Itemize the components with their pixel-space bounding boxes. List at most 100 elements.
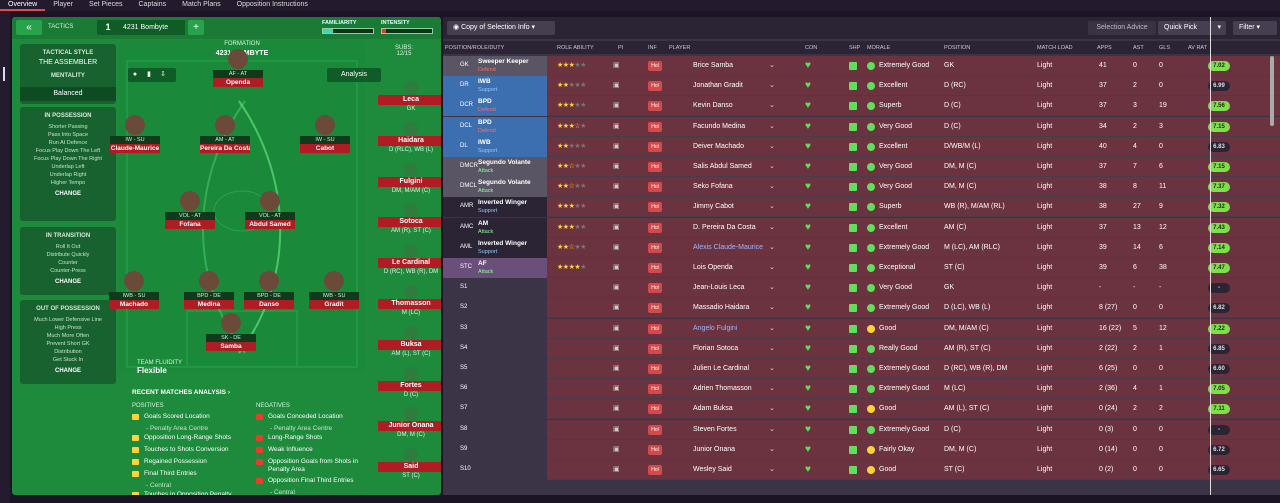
- player-role[interactable]: IW - SU: [110, 136, 160, 144]
- player-name[interactable]: Machado: [109, 300, 159, 309]
- chevron-down-icon[interactable]: ⌄: [769, 466, 775, 473]
- pi-icon[interactable]: ▣: [613, 223, 620, 231]
- position-role-cell[interactable]: S10: [443, 460, 547, 480]
- player-name[interactable]: Brice Samba: [693, 62, 734, 69]
- tab-1[interactable]: Player: [53, 1, 74, 8]
- player-role[interactable]: BPD - DE: [244, 292, 294, 300]
- pitch-player[interactable]: SK - DE Samba: [206, 313, 256, 351]
- chevron-down-icon[interactable]: ⌄: [769, 264, 775, 271]
- sub-name[interactable]: Buksa: [378, 339, 441, 350]
- player-role[interactable]: IWB - SU: [109, 292, 159, 300]
- table-row[interactable]: AML Inverted Winger Support ★★☆★★ ▣ Hol Alexis…: [443, 237, 1280, 258]
- tab-5[interactable]: Opposition Instructions: [236, 1, 308, 8]
- position-role-cell[interactable]: DMCR Segundo Volante Attack: [443, 157, 547, 177]
- position-role-cell[interactable]: S7: [443, 399, 547, 420]
- table-row[interactable]: DR IWB Support ★★★★★ ▣ Hol Jonathan Gradit ⌄ ♥ Ex…: [443, 76, 1280, 97]
- sub-name[interactable]: Fortes: [378, 380, 441, 391]
- pitch-player[interactable]: VOL - AT Abdul Samed: [245, 191, 295, 229]
- position-role-cell[interactable]: S3: [443, 318, 547, 339]
- position-role-cell[interactable]: DMCL Segundo Volante Attack: [443, 177, 547, 198]
- player-name[interactable]: Steven Fortes: [693, 425, 737, 433]
- chevron-down-icon[interactable]: ⌄: [769, 142, 775, 150]
- player-name[interactable]: Samba: [206, 342, 256, 351]
- sub-name[interactable]: Junior Onana: [378, 421, 441, 432]
- pitch-player[interactable]: BPD - DE Medina: [184, 271, 234, 309]
- table-row[interactable]: S5 ▣ Hol Julien Le Cardinal ⌄ ♥ Extremely Good…: [443, 359, 1280, 379]
- position-role-cell[interactable]: DL IWB Support: [443, 136, 547, 157]
- pi-icon[interactable]: ▣: [613, 183, 620, 191]
- player-name[interactable]: Alexis Claude-Maurice: [693, 243, 764, 251]
- player-name[interactable]: Claude-Maurice: [110, 144, 160, 153]
- pi-icon[interactable]: ▣: [613, 405, 620, 413]
- position-role-cell[interactable]: S2: [443, 298, 547, 319]
- position-role-cell[interactable]: STC AF Attack: [443, 258, 547, 278]
- in-possession-change-button[interactable]: CHANGE: [54, 191, 81, 197]
- player-name[interactable]: Jimmy Cabot: [693, 203, 734, 211]
- view-dropdown[interactable]: ◉ Copy of Selection Info ▾: [447, 21, 555, 35]
- pitch-player[interactable]: AF - AT Openda: [213, 49, 263, 87]
- chevron-down-icon[interactable]: ⌄: [769, 243, 775, 251]
- column-header[interactable]: INF: [648, 45, 657, 51]
- column-header[interactable]: SHP: [849, 45, 861, 51]
- pi-icon[interactable]: ▣: [613, 243, 620, 251]
- chevron-down-icon[interactable]: ⌄: [769, 102, 775, 110]
- pitch-view-icons[interactable]: ● ▮ ⇩: [128, 68, 176, 82]
- download-icon[interactable]: ⇩: [160, 71, 166, 78]
- column-header[interactable]: AV RAT: [1188, 45, 1208, 51]
- analysis-button[interactable]: Analysis: [327, 68, 381, 82]
- table-row[interactable]: S3 ▣ Hol Angelo Fulgini ⌄ ♥ Good DM, M/AM (C) Li…: [443, 318, 1280, 339]
- player-role[interactable]: SK - DE: [206, 334, 256, 342]
- tab-0[interactable]: Overview: [0, 0, 46, 11]
- chevron-down-icon[interactable]: ▾: [1217, 24, 1221, 31]
- player-role[interactable]: VOL - AT: [165, 212, 215, 220]
- collapse-button[interactable]: «: [16, 20, 42, 35]
- column-header[interactable]: POSITION/ROLE/DUTY: [445, 45, 505, 51]
- sub-player[interactable]: Le Cardinal D (RC), WB (R), DM: [378, 244, 441, 277]
- sub-player[interactable]: Fulgini DM, M/AM (C): [378, 162, 441, 196]
- chevron-down-icon[interactable]: ⌄: [769, 324, 775, 332]
- chevron-down-icon[interactable]: ⌄: [769, 203, 775, 211]
- filter-button[interactable]: Filter ▾: [1233, 21, 1277, 35]
- player-name[interactable]: Massadio Haidara: [693, 304, 750, 312]
- sub-player[interactable]: Said ST (C): [378, 448, 441, 481]
- pitch-player[interactable]: IW - SU Claude-Maurice: [110, 115, 160, 153]
- position-role-cell[interactable]: GK Sweeper Keeper Defend: [443, 56, 547, 76]
- sub-name[interactable]: Thomasson: [378, 299, 441, 309]
- table-row[interactable]: S1 ▣ Hol Jean-Louis Leca ⌄ ♥ Very Good GK Light -…: [443, 278, 1280, 299]
- column-header[interactable]: CON: [805, 45, 818, 51]
- column-header[interactable]: MATCH LOAD: [1037, 45, 1073, 51]
- recent-matches-analysis-link[interactable]: RECENT MATCHES ANALYSIS ›: [132, 389, 230, 396]
- info-icon[interactable]: ●: [132, 71, 138, 78]
- player-role[interactable]: VOL - AT: [245, 212, 295, 220]
- player-name[interactable]: Adrien Thomasson: [693, 385, 752, 393]
- player-name[interactable]: Danso: [244, 300, 294, 309]
- sub-name[interactable]: Fulgini: [378, 176, 441, 187]
- table-row[interactable]: S7 ▣ Hol Adam Buksa ⌄ ♥ Good AM (L), ST (C) Ligh…: [443, 399, 1280, 420]
- column-header[interactable]: MORALE: [867, 45, 891, 51]
- player-name[interactable]: Kevin Danso: [693, 102, 733, 110]
- table-row[interactable]: AMC AM Attack ★★★★★ ▣ Hol D. Pereira Da Costa ⌄…: [443, 217, 1280, 238]
- add-tactic-button[interactable]: +: [188, 20, 204, 35]
- player-name[interactable]: Julien Le Cardinal: [693, 365, 750, 372]
- pi-icon[interactable]: ▣: [613, 62, 620, 69]
- position-role-cell[interactable]: S4: [443, 338, 547, 359]
- chevron-down-icon[interactable]: ⌄: [769, 284, 775, 292]
- pitch-player[interactable]: IWB - SU Machado: [109, 271, 159, 309]
- sub-player[interactable]: Haidara D (RLC), WB (L): [378, 121, 441, 155]
- position-role-cell[interactable]: DCR BPD Defend: [443, 96, 547, 117]
- pitch-player[interactable]: AM - AT Pereira Da Costa: [200, 115, 250, 153]
- player-name[interactable]: Cabot: [300, 144, 350, 153]
- sub-name[interactable]: Leca: [378, 95, 441, 105]
- sub-player[interactable]: Leca GK: [378, 81, 441, 114]
- tactic-select[interactable]: 4231 Bombyte: [119, 20, 185, 35]
- table-row[interactable]: AMR Inverted Winger Support ★★★★★ ▣ Hol Jimmy …: [443, 197, 1280, 218]
- chevron-down-icon[interactable]: ⌄: [769, 163, 775, 170]
- player-role[interactable]: IW - SU: [300, 136, 350, 144]
- pi-icon[interactable]: ▣: [613, 365, 620, 372]
- table-row[interactable]: DMCR Segundo Volante Attack ★★☆★★ ▣ Hol Salis …: [443, 157, 1280, 177]
- tactic-number[interactable]: 1: [97, 20, 119, 35]
- column-header[interactable]: PLAYER: [669, 45, 691, 51]
- pi-icon[interactable]: ▣: [613, 344, 620, 352]
- position-role-cell[interactable]: S6: [443, 379, 547, 400]
- pitch-player[interactable]: IW - SU Cabot: [300, 115, 350, 153]
